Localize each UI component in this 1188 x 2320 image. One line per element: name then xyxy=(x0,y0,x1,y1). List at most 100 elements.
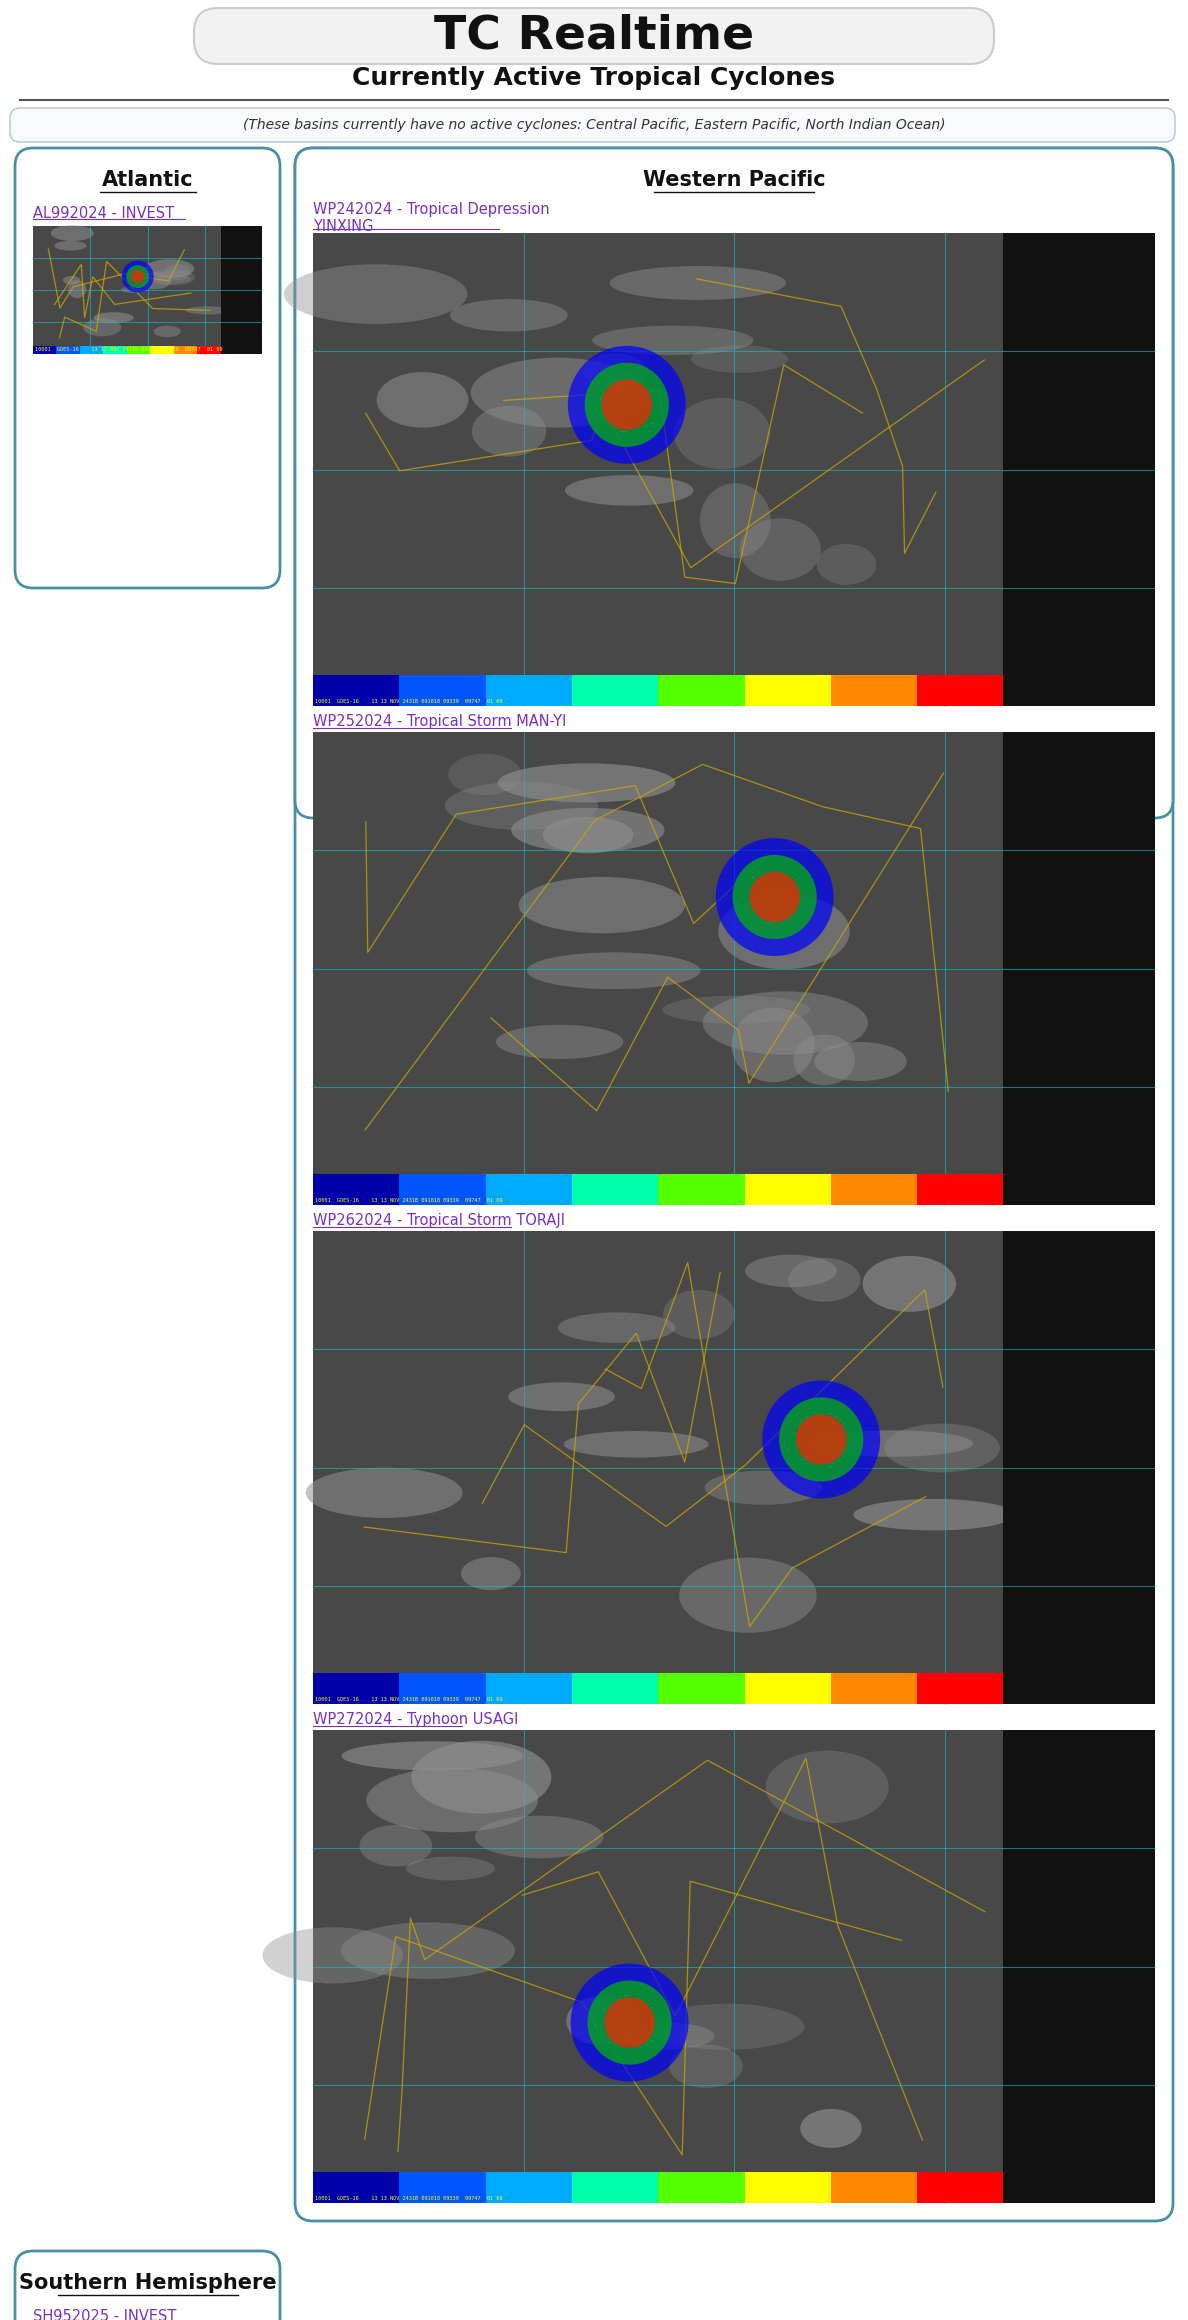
FancyBboxPatch shape xyxy=(486,1673,571,1703)
Text: Atlantic: Atlantic xyxy=(102,169,194,190)
FancyBboxPatch shape xyxy=(10,109,1175,142)
Circle shape xyxy=(587,1981,671,2065)
Text: 10001  GOES-16    13 13 NOV 2431B 091018 09339  09747  01 09: 10001 GOES-16 13 13 NOV 2431B 091018 093… xyxy=(34,348,222,353)
FancyBboxPatch shape xyxy=(486,2172,571,2204)
Ellipse shape xyxy=(674,397,770,469)
Ellipse shape xyxy=(543,817,633,854)
Ellipse shape xyxy=(609,267,786,299)
Text: WP252024 - Tropical Storm MAN-YI: WP252024 - Tropical Storm MAN-YI xyxy=(312,715,567,728)
FancyBboxPatch shape xyxy=(399,2172,486,2204)
Ellipse shape xyxy=(305,1469,462,1517)
FancyBboxPatch shape xyxy=(571,1673,658,1703)
Ellipse shape xyxy=(470,357,645,427)
FancyBboxPatch shape xyxy=(486,1174,571,1204)
Ellipse shape xyxy=(680,1557,816,1633)
Ellipse shape xyxy=(475,1817,604,1858)
Ellipse shape xyxy=(165,264,190,281)
FancyBboxPatch shape xyxy=(127,346,151,355)
Ellipse shape xyxy=(55,241,87,251)
Ellipse shape xyxy=(341,1923,514,1979)
Ellipse shape xyxy=(740,517,821,580)
Ellipse shape xyxy=(853,1499,1015,1531)
FancyBboxPatch shape xyxy=(486,675,571,705)
Text: WP272024 - Typhoon USAGI: WP272024 - Typhoon USAGI xyxy=(312,1712,518,1726)
Ellipse shape xyxy=(68,281,87,299)
Ellipse shape xyxy=(862,1255,956,1311)
FancyBboxPatch shape xyxy=(312,675,399,705)
Ellipse shape xyxy=(406,1856,495,1882)
FancyBboxPatch shape xyxy=(295,148,1173,819)
Text: 10001  GOES-16    13 13 NOV 2431B 091018 09339  09747  01 09: 10001 GOES-16 13 13 NOV 2431B 091018 093… xyxy=(315,1696,503,1703)
FancyBboxPatch shape xyxy=(194,7,994,65)
Text: Currently Active Tropical Cyclones: Currently Active Tropical Cyclones xyxy=(353,65,835,90)
FancyBboxPatch shape xyxy=(173,346,197,355)
FancyBboxPatch shape xyxy=(197,346,221,355)
Text: SH952025 - INVEST: SH952025 - INVEST xyxy=(33,2308,176,2320)
Text: (These basins currently have no active cyclones: Central Pacific, Eastern Pacifi: (These basins currently have no active c… xyxy=(242,118,946,132)
Ellipse shape xyxy=(592,325,753,355)
Ellipse shape xyxy=(51,225,94,241)
Ellipse shape xyxy=(284,264,467,325)
Ellipse shape xyxy=(765,1752,889,1824)
FancyBboxPatch shape xyxy=(399,675,486,705)
FancyBboxPatch shape xyxy=(15,148,280,587)
FancyBboxPatch shape xyxy=(830,1174,917,1204)
FancyBboxPatch shape xyxy=(33,225,263,355)
FancyBboxPatch shape xyxy=(658,1673,745,1703)
FancyBboxPatch shape xyxy=(57,346,80,355)
FancyBboxPatch shape xyxy=(745,1174,830,1204)
FancyBboxPatch shape xyxy=(1004,733,1155,1204)
Text: TC Realtime: TC Realtime xyxy=(434,14,754,58)
Text: Southern Hemisphere: Southern Hemisphere xyxy=(19,2274,277,2292)
Ellipse shape xyxy=(366,1768,538,1833)
Ellipse shape xyxy=(789,1257,860,1302)
Ellipse shape xyxy=(814,1429,973,1457)
FancyBboxPatch shape xyxy=(917,1673,1004,1703)
Ellipse shape xyxy=(745,1255,836,1288)
Ellipse shape xyxy=(94,313,134,322)
Circle shape xyxy=(601,380,652,429)
FancyBboxPatch shape xyxy=(221,225,263,355)
FancyBboxPatch shape xyxy=(830,675,917,705)
Ellipse shape xyxy=(63,276,81,285)
FancyBboxPatch shape xyxy=(312,1174,399,1204)
FancyBboxPatch shape xyxy=(917,1174,1004,1204)
Circle shape xyxy=(733,856,816,940)
Ellipse shape xyxy=(814,1042,906,1081)
Circle shape xyxy=(568,346,685,464)
Ellipse shape xyxy=(620,2023,715,2049)
Ellipse shape xyxy=(732,1007,815,1081)
FancyBboxPatch shape xyxy=(917,675,1004,705)
Ellipse shape xyxy=(121,285,147,292)
Ellipse shape xyxy=(700,483,771,559)
FancyBboxPatch shape xyxy=(399,1673,486,1703)
Ellipse shape xyxy=(691,346,788,374)
Ellipse shape xyxy=(450,299,568,332)
Text: 10001  GOES-16    13 13 NOV 2431B 091018 09339  09747  01 09: 10001 GOES-16 13 13 NOV 2431B 091018 093… xyxy=(315,1197,503,1204)
FancyBboxPatch shape xyxy=(571,2172,658,2204)
FancyBboxPatch shape xyxy=(917,2172,1004,2204)
Text: WP242024 - Tropical Depression
YINXING: WP242024 - Tropical Depression YINXING xyxy=(312,202,550,234)
Circle shape xyxy=(715,838,834,956)
Ellipse shape xyxy=(411,1740,551,1814)
Ellipse shape xyxy=(448,754,522,796)
FancyBboxPatch shape xyxy=(1004,1232,1155,1703)
FancyBboxPatch shape xyxy=(295,148,1173,2220)
Ellipse shape xyxy=(444,782,598,831)
Text: 10001  GOES-16    13 13 NOV 2431B 091018 09339  09747  01 09: 10001 GOES-16 13 13 NOV 2431B 091018 093… xyxy=(315,698,503,703)
Ellipse shape xyxy=(527,951,701,988)
FancyBboxPatch shape xyxy=(571,675,658,705)
Ellipse shape xyxy=(150,269,195,285)
Ellipse shape xyxy=(156,276,191,283)
Text: 10001  GOES-16    13 13 NOV 2431B 091018 09339  09747  01 09: 10001 GOES-16 13 13 NOV 2431B 091018 093… xyxy=(315,2197,503,2202)
FancyBboxPatch shape xyxy=(312,1673,399,1703)
FancyBboxPatch shape xyxy=(830,1673,917,1703)
Ellipse shape xyxy=(153,325,181,336)
Circle shape xyxy=(763,1380,880,1499)
Ellipse shape xyxy=(817,543,877,585)
Ellipse shape xyxy=(83,318,121,336)
Ellipse shape xyxy=(583,353,647,390)
Ellipse shape xyxy=(341,1742,523,1770)
Ellipse shape xyxy=(567,1995,639,2046)
Circle shape xyxy=(570,1963,689,2081)
